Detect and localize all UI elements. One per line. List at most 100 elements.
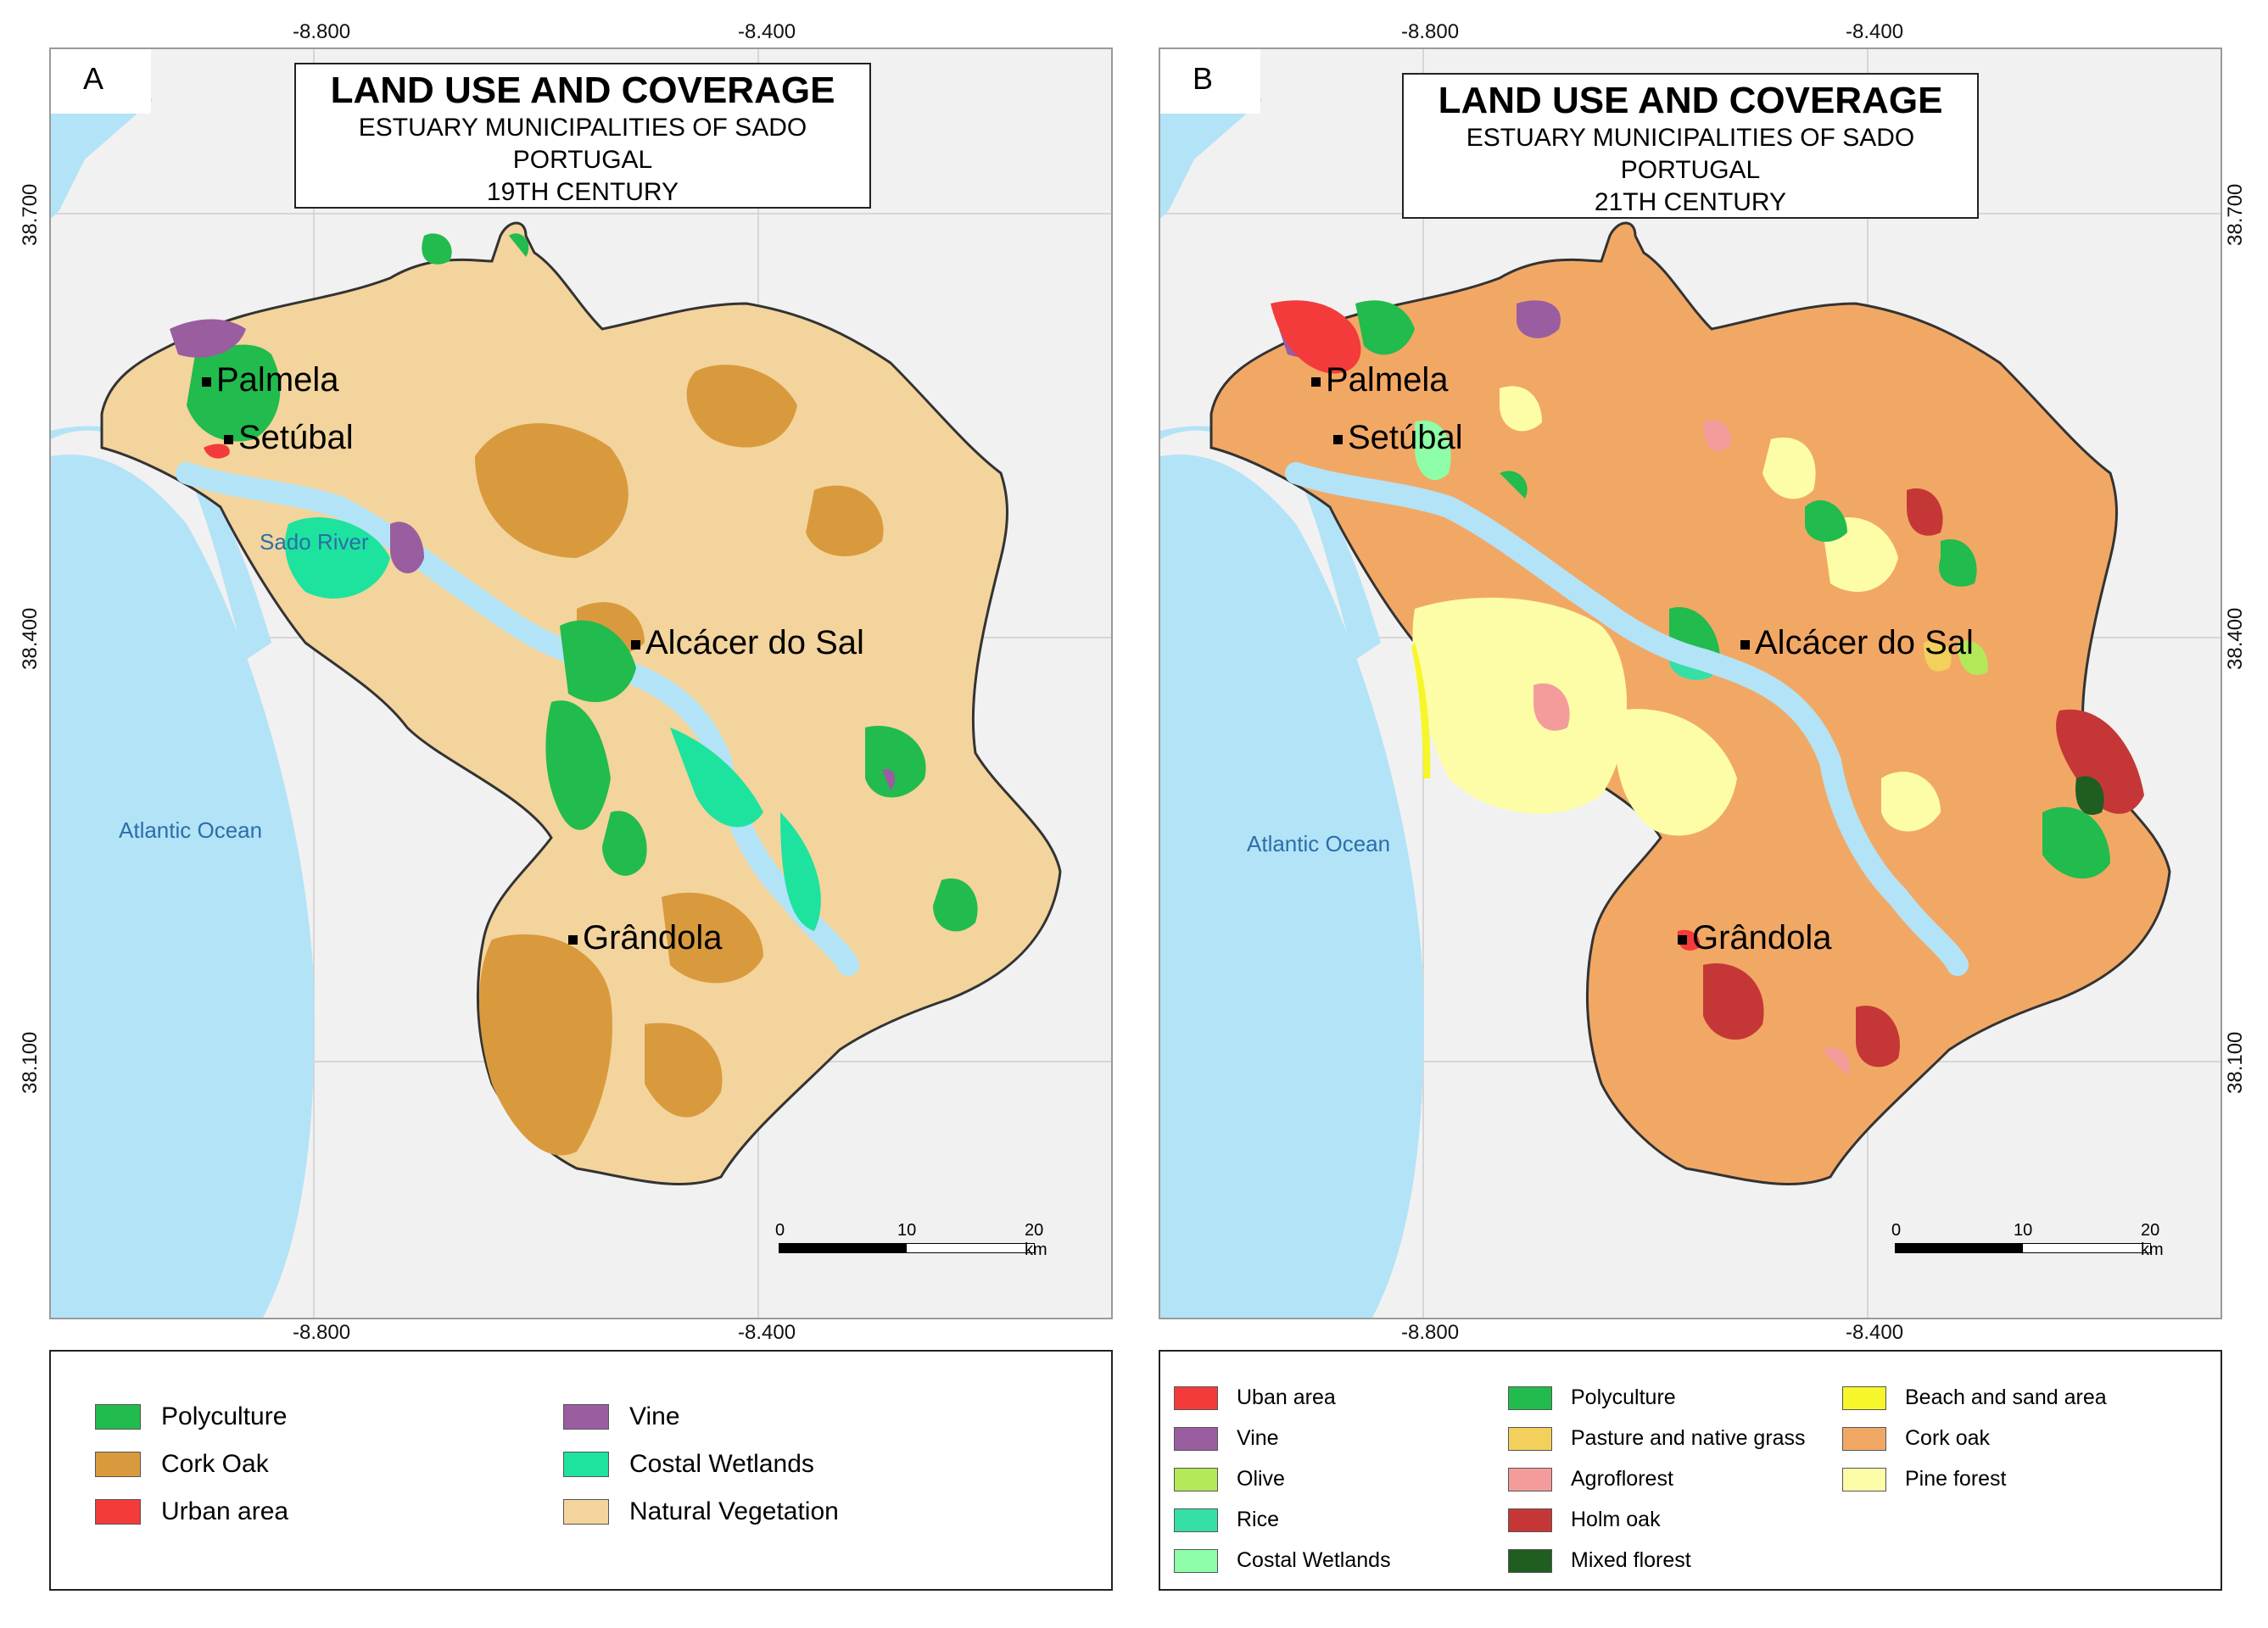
agroforest-areas [1533, 420, 1850, 1075]
panel-b-subtitle-2: PORTUGAL [1620, 156, 1761, 184]
lon-label-top-right: -8.400 [738, 20, 796, 43]
pasture-area [1924, 640, 1952, 672]
city-marker [202, 376, 211, 387]
legend-swatch [1174, 1548, 1218, 1573]
city-marker [568, 934, 578, 945]
ocean-label-a: Atlantic Ocean [119, 817, 263, 843]
legend-b-item-2: Olive [1174, 1467, 1285, 1491]
city-label: Setúbal [1348, 419, 1463, 456]
scale-label-10: 10 [897, 1221, 917, 1240]
city-palmela-b[interactable]: Palmela [1311, 361, 1449, 399]
legend-swatch [1174, 1385, 1218, 1410]
city-label: Palmela [216, 361, 339, 399]
ocean-label-b: Atlantic Ocean [1247, 831, 1391, 856]
legend-swatch [1174, 1426, 1218, 1451]
panel-b-title: LAND USE AND COVERAGE [1438, 80, 1943, 121]
legend-b-item-11: Cork oak [1842, 1426, 1990, 1451]
legend-swatch [563, 1452, 609, 1477]
legend-swatch [1508, 1467, 1552, 1491]
legend-swatch [1508, 1426, 1552, 1451]
coastal-wetlands-area [1415, 421, 1451, 481]
city-label: Grândola [583, 919, 723, 956]
city-label: Palmela [1326, 361, 1449, 399]
legend-swatch [563, 1404, 609, 1430]
lon-label-bottom-right: -8.400 [738, 1321, 796, 1344]
lon-label-top-right-b: -8.400 [1846, 20, 1904, 43]
sado-river [1285, 462, 1969, 976]
legend-swatch [1508, 1385, 1552, 1410]
scale-label-0: 0 [775, 1221, 785, 1240]
legend-b-item-4: Costal Wetlands [1174, 1548, 1391, 1573]
legend-swatch [95, 1452, 141, 1477]
panel-b-letter-box: B [1160, 49, 1260, 114]
lat-label-mid: 38.400 [19, 607, 42, 670]
legend-b-item-9: Mixed florest [1508, 1548, 1691, 1573]
legend-b-item-7: Agroflorest [1508, 1467, 1673, 1491]
legend-swatch [1842, 1426, 1886, 1451]
city-marker [1740, 639, 1750, 650]
legend-a: Polyculture Cork Oak Urban area Vine Cos… [49, 1350, 1113, 1591]
panel-a-letter: A [83, 61, 104, 96]
river-label: Sado River [260, 529, 369, 555]
legend-swatch [1174, 1508, 1218, 1532]
cork-oak-areas [475, 365, 884, 1156]
map-a[interactable]: A LAND USE AND COVERAGE ESTUARY MUNICIPA… [49, 47, 1113, 1319]
lon-label-top-left-b: -8.800 [1401, 20, 1460, 43]
legend-b-item-6: Pasture and native grass [1508, 1426, 1806, 1451]
lon-label-bottom-left: -8.800 [293, 1321, 351, 1344]
lat-label-top: 38.700 [19, 183, 42, 246]
panel-a-letter-box: A [51, 49, 151, 114]
city-grandola-b[interactable]: Grândola [1678, 919, 1832, 957]
beach-sand-area [1411, 643, 1431, 778]
city-label: Setúbal [238, 419, 354, 456]
city-setubal-a[interactable]: Setúbal [224, 419, 354, 457]
scale-bar-a: 0 10 20 km [775, 1221, 1047, 1259]
city-marker [1333, 434, 1343, 444]
map-b[interactable]: B LAND USE AND COVERAGE ESTUARY MUNICIPA… [1159, 47, 2222, 1319]
lat-label-top-b: 38.700 [2224, 183, 2247, 246]
legend-b: Uban area Vine Olive Rice Costal Wetland… [1159, 1350, 2222, 1591]
olive-area [1958, 640, 1988, 676]
vine-areas [170, 319, 896, 791]
legend-swatch [95, 1499, 141, 1525]
city-marker [1311, 376, 1321, 387]
panel-a-title: LAND USE AND COVERAGE [330, 70, 835, 111]
city-alcacer-a[interactable]: Alcácer do Sal [631, 624, 864, 662]
panel-b-subtitle-3: 21TH CENTURY [1594, 188, 1787, 216]
city-marker [631, 639, 640, 650]
urban-area-setubal [1271, 300, 1361, 374]
mixed-forest-area [2075, 776, 2104, 816]
legend-swatch [563, 1499, 609, 1525]
legend-b-item-3: Rice [1174, 1508, 1279, 1532]
city-label: Alcácer do Sal [1755, 624, 1974, 661]
legend-swatch [1174, 1467, 1218, 1491]
city-setubal-b[interactable]: Setúbal [1333, 419, 1463, 457]
atlantic-ocean-area [51, 454, 315, 1318]
city-grandola-a[interactable]: Grândola [568, 919, 723, 957]
legend-swatch [1508, 1548, 1552, 1573]
city-label: Alcácer do Sal [645, 624, 864, 661]
city-palmela-a[interactable]: Palmela [202, 361, 339, 399]
scale-bar-b: 0 10 20 km [1891, 1221, 2164, 1259]
legend-b-item-5: Polyculture [1508, 1385, 1676, 1410]
legend-swatch [1842, 1385, 1886, 1410]
legend-b-item-12: Pine forest [1842, 1467, 2007, 1491]
panel-a-title-box: LAND USE AND COVERAGE ESTUARY MUNICIPALI… [294, 63, 871, 209]
urban-area-grandola [1677, 929, 1700, 951]
panel-b-letter: B [1193, 61, 1214, 96]
panel-a-subtitle-3: 19TH CENTURY [486, 178, 679, 206]
scale-label-20: 20 km [2141, 1221, 2164, 1259]
legend-a-item-3: Vine [563, 1402, 680, 1431]
coastal-wetlands-areas [285, 517, 821, 931]
sado-mouth [51, 426, 271, 660]
city-label: Grândola [1692, 919, 1832, 956]
map-b-drawing [1160, 49, 2221, 1318]
lat-label-bottom: 38.100 [19, 1031, 42, 1094]
panel-a-subtitle-2: PORTUGAL [512, 146, 653, 174]
city-alcacer-b[interactable]: Alcácer do Sal [1740, 624, 1974, 662]
panel-b-title-box: LAND USE AND COVERAGE ESTUARY MUNICIPALI… [1402, 73, 1979, 219]
panel-a-subtitle-1: ESTUARY MUNICIPALITIES OF SADO [358, 114, 807, 142]
legend-a-item-5: Natural Vegetation [563, 1497, 839, 1526]
city-marker [1678, 934, 1687, 945]
map-a-drawing [51, 49, 1111, 1318]
